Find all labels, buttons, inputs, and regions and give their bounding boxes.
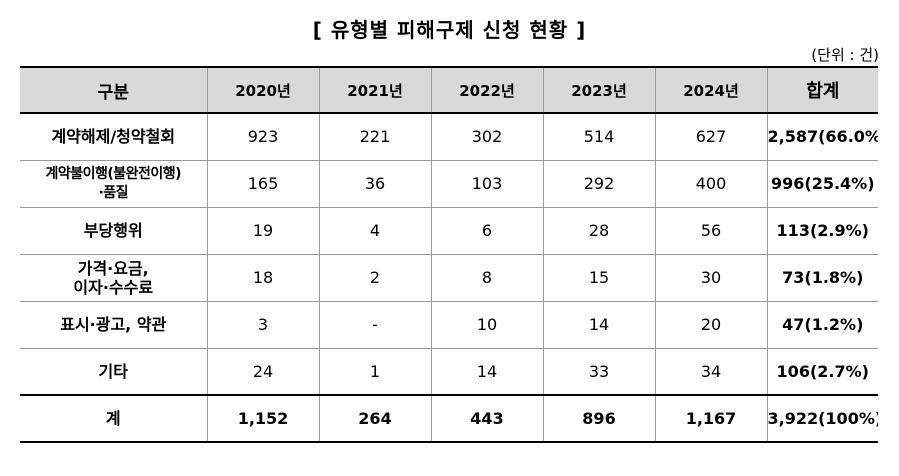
row-label-line: 계약불이행(불완전이행): [45, 165, 182, 182]
row-label: 가격·요금, 이자·수수료: [20, 254, 207, 302]
header-year-2024: 2024년: [654, 66, 767, 114]
total-cell: 896: [542, 394, 655, 443]
table-cell: 34: [654, 348, 767, 396]
table-cell: 400: [654, 160, 767, 208]
table-row: 표시·광고, 약관 3 - 10 14 20 47(1.2%): [20, 301, 878, 349]
table-cell: 56: [654, 207, 767, 255]
table-cell: 8: [430, 254, 543, 302]
table-cell: 923: [206, 113, 319, 161]
header-year-2021: 2021년: [318, 66, 431, 114]
table-cell: 24: [206, 348, 319, 396]
table-cell: 1: [318, 348, 431, 396]
table-cell: 14: [430, 348, 543, 396]
table-cell: 30: [654, 254, 767, 302]
header-row: 구분 2020년 2021년 2022년 2023년 2024년 합계: [20, 66, 878, 114]
row-label-line: 표시·광고, 약관: [60, 315, 167, 334]
header-year-2022: 2022년: [430, 66, 543, 114]
table-cell: 19: [206, 207, 319, 255]
row-total: 47(1.2%): [766, 301, 878, 349]
table-title: [ 유형별 피해구제 신청 현황 ]: [312, 18, 587, 42]
total-cell: 264: [318, 394, 431, 443]
table-row: 가격·요금, 이자·수수료 18 2 8 15 30 73(1.8%): [20, 254, 878, 302]
table-cell: 2: [318, 254, 431, 302]
table-cell: 4: [318, 207, 431, 255]
table-cell: 3: [206, 301, 319, 349]
unit-label: (단위 : 건): [811, 46, 879, 64]
table-cell: 15: [542, 254, 655, 302]
table-cell: 6: [430, 207, 543, 255]
header-category: 구분: [20, 66, 207, 114]
table-cell: 627: [654, 113, 767, 161]
table-cell: 165: [206, 160, 319, 208]
table-cell: 292: [542, 160, 655, 208]
row-label: 계약해제/청약철회: [20, 113, 207, 161]
table-cell: 28: [542, 207, 655, 255]
row-label: 기타: [20, 348, 207, 396]
total-label: 계: [20, 394, 207, 443]
row-label: 표시·광고, 약관: [20, 301, 207, 349]
table-cell: 103: [430, 160, 543, 208]
table-row: 부당행위 19 4 6 28 56 113(2.9%): [20, 207, 878, 255]
table-cell: 20: [654, 301, 767, 349]
table-row: 계약해제/청약철회 923 221 302 514 627 2,587(66.0…: [20, 113, 878, 161]
total-row: 계 1,152 264 443 896 1,167 3,922(100%): [20, 394, 878, 443]
table-cell: 302: [430, 113, 543, 161]
header-year-2020: 2020년: [206, 66, 319, 114]
total-cell: 1,152: [206, 394, 319, 443]
row-label-line: 기타: [98, 361, 128, 381]
table-cell: 14: [542, 301, 655, 349]
table-cell: 10: [430, 301, 543, 349]
row-label-line: 가격·요금,: [77, 258, 149, 278]
table-cell: 36: [318, 160, 431, 208]
row-total: 113(2.9%): [766, 207, 878, 255]
table-cell: 33: [542, 348, 655, 396]
total-cell: 1,167: [654, 394, 767, 443]
grand-total: 3,922(100%): [766, 394, 878, 443]
row-total: 2,587(66.0%): [766, 113, 878, 161]
table-cell: 18: [206, 254, 319, 302]
row-label: 부당행위: [20, 207, 207, 255]
table-cell: 514: [542, 113, 655, 161]
total-cell: 443: [430, 394, 543, 443]
row-label: 계약불이행(불완전이행) ·품질: [20, 160, 207, 208]
table-cell: -: [318, 301, 431, 349]
header-year-2023: 2023년: [542, 66, 655, 114]
row-label-line: 부당행위: [83, 221, 143, 240]
row-label-line: ·품질: [98, 184, 129, 201]
table-cell: 221: [318, 113, 431, 161]
header-total: 합계: [766, 66, 878, 114]
row-label-line: 이자·수수료: [73, 277, 154, 297]
row-total: 73(1.8%): [766, 254, 878, 302]
complaint-table: 구분 2020년 2021년 2022년 2023년 2024년 합계 계약해제…: [20, 66, 878, 443]
row-total: 106(2.7%): [766, 348, 878, 396]
row-total: 996(25.4%): [766, 160, 878, 208]
row-label-line: 계약해제/청약철회: [51, 127, 176, 147]
table-row: 기타 24 1 14 33 34 106(2.7%): [20, 348, 878, 396]
table-row: 계약불이행(불완전이행) ·품질 165 36 103 292 400 996(…: [20, 160, 878, 208]
